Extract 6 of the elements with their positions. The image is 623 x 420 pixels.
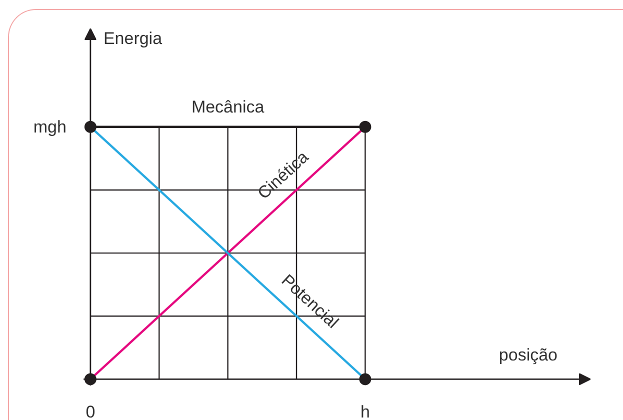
x-tick-label: h bbox=[360, 402, 370, 420]
text: posição bbox=[498, 346, 558, 365]
x-tick-label: 0 bbox=[86, 402, 96, 420]
y-axis-title: Energia bbox=[103, 29, 163, 48]
series-label: Mecânica bbox=[191, 97, 265, 116]
text: mgh bbox=[33, 117, 66, 136]
